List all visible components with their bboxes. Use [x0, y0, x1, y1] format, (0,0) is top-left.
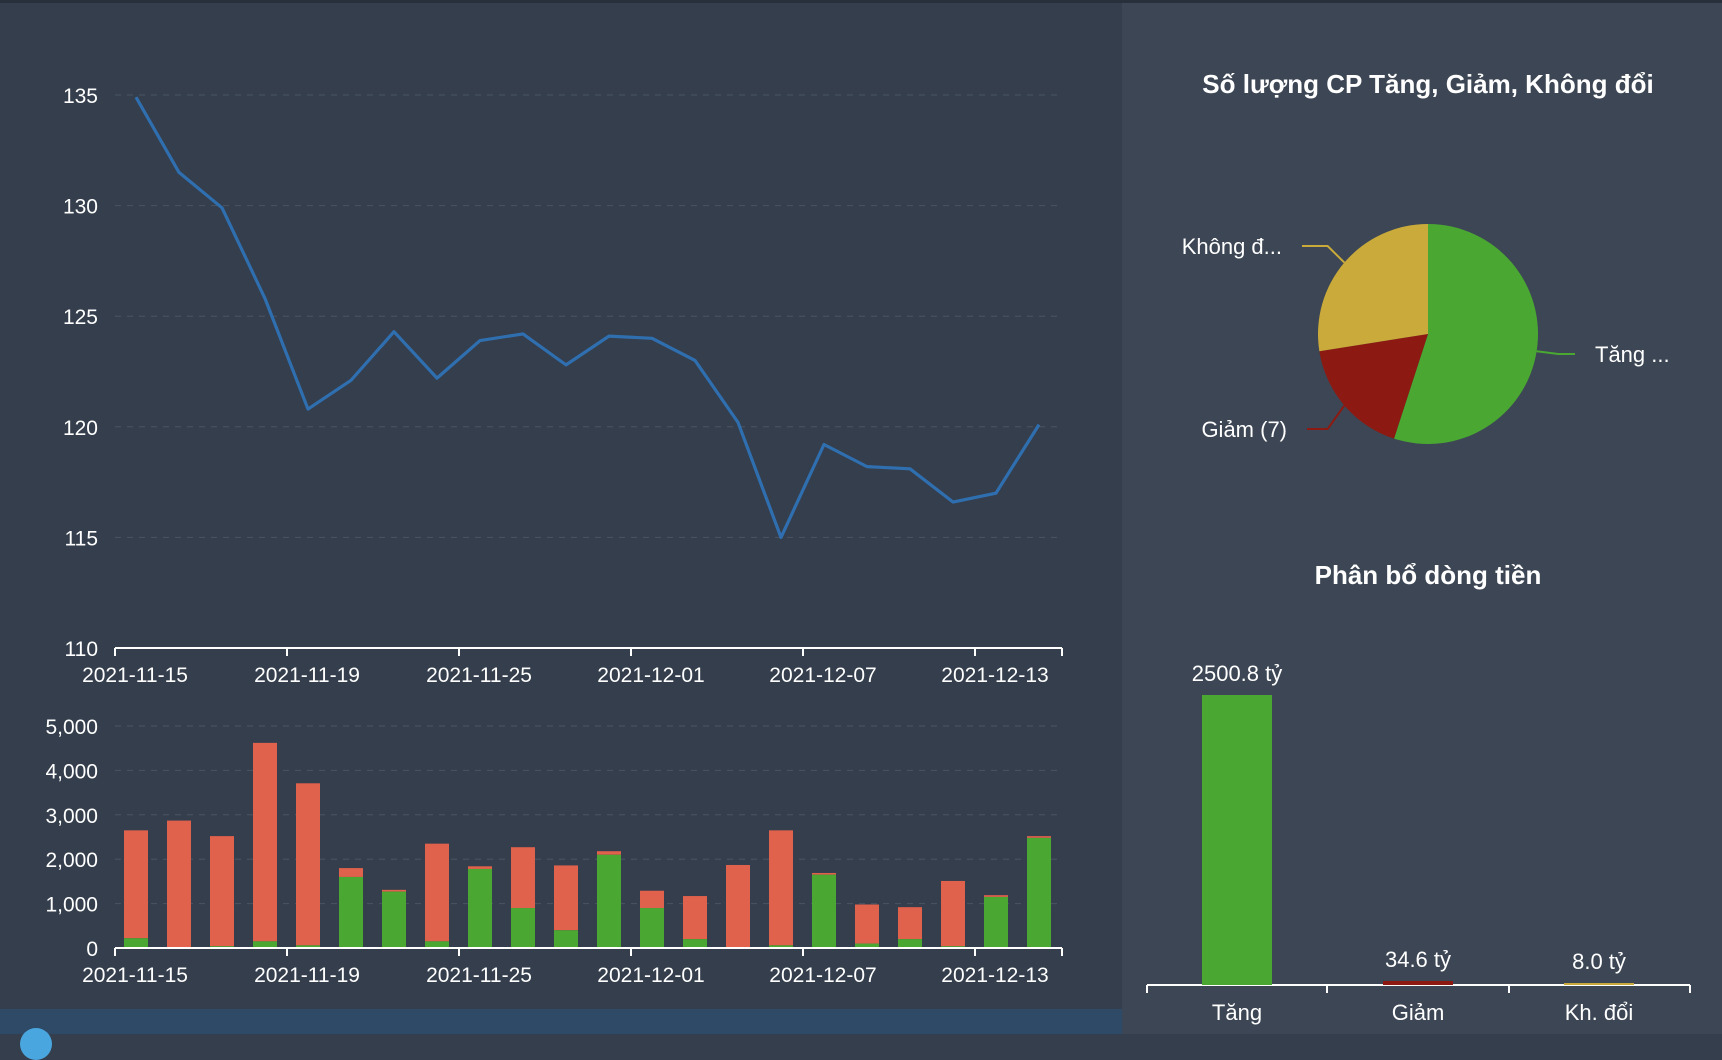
volume-bar-up — [339, 876, 363, 948]
money-flow-bar — [1564, 983, 1634, 985]
volume-bar-up — [640, 908, 664, 948]
line-ytick-label: 120 — [63, 417, 98, 440]
volume-bar-up — [124, 938, 148, 948]
money-flow-category-label: Giảm — [1392, 1000, 1445, 1025]
volume-bar-down — [855, 904, 879, 944]
volume-bar-down — [554, 865, 578, 931]
line-ytick-label: 125 — [63, 306, 98, 329]
volume-bar-up — [468, 868, 492, 948]
bottom-info-strip — [0, 1009, 1122, 1034]
volume-bar-down — [382, 889, 406, 892]
index-series-line — [134, 96, 1041, 539]
volume-bar-down — [511, 847, 535, 909]
bar-xtick-label: 2021-11-25 — [426, 964, 532, 987]
pie-slice-label: Giảm (7) — [1201, 417, 1287, 442]
volume-bar-down — [210, 836, 234, 947]
pie-slice[interactable] — [1394, 224, 1538, 444]
volume-bar-up — [812, 874, 836, 948]
volume-bar-down — [1027, 836, 1051, 838]
volume-bar-down — [898, 907, 922, 940]
money-flow-category-label: Kh. đổi — [1565, 1000, 1634, 1025]
pie-slice-label: Không đ... — [1182, 234, 1282, 259]
bar-xtick-label: 2021-11-19 — [254, 964, 360, 987]
volume-bar-down — [726, 864, 750, 948]
money-flow-category-label: Tăng — [1212, 1000, 1262, 1025]
pie-chart-title: Số lượng CP Tăng, Giảm, Không đổi — [1202, 69, 1653, 99]
line-xtick-label: 2021-11-19 — [254, 664, 360, 687]
bar-xtick-label: 2021-11-15 — [82, 964, 188, 987]
volume-bar-up — [253, 941, 277, 948]
pie-slice-label: Tăng ... — [1595, 342, 1670, 367]
charts-canvas: 110 115 120 125 130 135 2021-11-15 2021-11-19 2… — [45, 69, 1691, 1025]
volume-bar-up — [1027, 837, 1051, 948]
top-border — [0, 0, 1722, 3]
volume-bar-down — [253, 742, 277, 942]
money-flow-bar — [1383, 980, 1453, 985]
line-ytick-label: 135 — [63, 85, 98, 108]
pie-label-line — [1302, 245, 1346, 264]
volume-bar-down — [984, 895, 1008, 897]
line-ytick-label: 130 — [63, 196, 98, 219]
volume-bar-down — [769, 830, 793, 946]
volume-bar-down — [296, 783, 320, 946]
volume-bar-down — [425, 843, 449, 942]
bar-xtick-label: 2021-12-07 — [769, 964, 876, 987]
volume-bar-down — [167, 820, 191, 948]
volume-bar-up — [382, 891, 406, 948]
money-flow-bar-chart: Phân bổ dòng tiền 2500.8 tỷ Tăng 34.6 tỷ Gi… — [1146, 560, 1691, 1025]
money-flow-data-label: 8.0 tỷ — [1572, 949, 1626, 974]
volume-bar-down — [339, 868, 363, 877]
bar-ytick-label: 3,000 — [45, 805, 98, 828]
volume-bar-down — [640, 890, 664, 909]
line-xtick-label: 2021-11-25 — [426, 664, 532, 687]
volume-bar-up — [898, 939, 922, 948]
bar-ytick-label: 2,000 — [45, 849, 98, 872]
pie-label-line — [1307, 404, 1346, 430]
pie-label-line — [1536, 350, 1575, 355]
volume-bar-up — [597, 854, 621, 948]
money-flow-bar — [1202, 695, 1272, 985]
line-xtick-label: 2021-12-07 — [769, 664, 876, 687]
bar-ytick-label: 1,000 — [45, 894, 98, 917]
pie-slice[interactable] — [1318, 224, 1428, 352]
volume-bar-up — [554, 930, 578, 948]
bar-ytick-label: 0 — [86, 938, 98, 961]
volume-bar-down — [468, 866, 492, 869]
volume-stacked-bar-chart: 0 1,000 2,000 3,000 4,000 5,000 2021-11-15 202… — [45, 716, 1063, 987]
volume-bar-up — [296, 945, 320, 948]
volume-bar-down — [124, 830, 148, 939]
money-flow-data-label: 34.6 tỷ — [1385, 947, 1451, 972]
bar-ytick-label: 5,000 — [45, 716, 98, 739]
volume-bar-up — [683, 939, 707, 948]
bar-ytick-label: 4,000 — [45, 760, 98, 783]
money-flow-chart-title: Phân bổ dòng tiền — [1315, 560, 1542, 590]
volume-bar-down — [597, 851, 621, 855]
line-xtick-label: 2021-12-13 — [941, 664, 1048, 687]
volume-bar-up — [511, 908, 535, 948]
line-xtick-label: 2021-12-01 — [597, 664, 704, 687]
volume-bar-down — [812, 872, 836, 875]
volume-bar-up — [984, 896, 1008, 948]
line-xtick-label: 2021-11-15 — [82, 664, 188, 687]
line-ytick-label: 110 — [65, 638, 98, 661]
volume-bar-up — [769, 945, 793, 948]
money-flow-data-label: 2500.8 tỷ — [1192, 661, 1283, 686]
advance-decline-pie-chart: Số lượng CP Tăng, Giảm, Không đổi Tăng .… — [1182, 69, 1670, 444]
pie-slice[interactable] — [1319, 334, 1428, 439]
volume-bar-up — [425, 941, 449, 948]
line-ytick-label: 115 — [65, 527, 98, 550]
volume-bar-up — [855, 943, 879, 948]
volume-bar-down — [941, 880, 965, 947]
bar-xtick-label: 2021-12-01 — [597, 964, 704, 987]
index-line-chart: 110 115 120 125 130 135 2021-11-15 2021-11-19 2… — [63, 85, 1063, 687]
bar-xtick-label: 2021-12-13 — [941, 964, 1048, 987]
volume-bar-down — [683, 896, 707, 940]
